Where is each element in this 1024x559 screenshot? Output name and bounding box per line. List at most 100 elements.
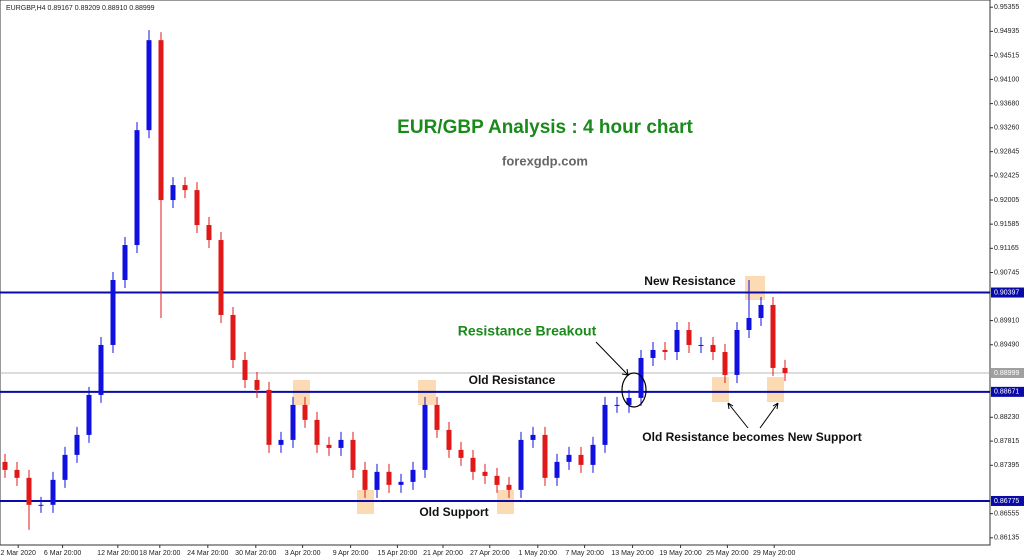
candle-body <box>242 359 248 380</box>
candle-body <box>638 357 644 398</box>
candle-body <box>74 434 80 455</box>
candle-body <box>494 475 500 485</box>
y-tick-label: 0.91585 <box>994 221 1019 228</box>
y-tick-label: 0.89490 <box>994 342 1019 349</box>
candle-body <box>254 379 260 390</box>
arrow <box>759 402 779 429</box>
x-tick-label: 30 Mar 20:00 <box>235 550 276 557</box>
y-tick-label: 0.92845 <box>994 148 1019 155</box>
y-tick-label: 0.89910 <box>994 317 1019 324</box>
candle-body <box>686 329 692 345</box>
candle-body <box>662 349 668 352</box>
candle-body <box>98 344 104 395</box>
y-tick-label: 0.94935 <box>994 28 1019 35</box>
level-label-box <box>991 287 1024 298</box>
x-tick-label: 24 Mar 20:00 <box>187 550 228 557</box>
x-tick-label: 29 May 20:00 <box>753 550 796 557</box>
candle-body <box>170 185 176 201</box>
candle-body <box>350 439 356 470</box>
candle-body <box>218 240 224 315</box>
candle-body <box>782 367 788 373</box>
candle-body <box>146 40 152 131</box>
x-tick-label: 6 Mar 20:00 <box>44 550 81 557</box>
x-tick-label: 25 May 20:00 <box>706 550 749 557</box>
x-tick-label: 19 May 20:00 <box>659 550 702 557</box>
candle-body <box>602 404 608 445</box>
candle-body <box>458 449 464 458</box>
highlight-box <box>357 490 374 514</box>
level-label: 0.88671 <box>994 389 1019 396</box>
x-tick-label: 15 Apr 20:00 <box>378 550 418 557</box>
chart-title: EUR/GBP Analysis : 4 hour chart <box>397 117 693 138</box>
x-tick-label: 18 Mar 20:00 <box>139 550 180 557</box>
candle-body <box>578 454 584 465</box>
candle-body <box>50 479 56 505</box>
y-tick-label: 0.86555 <box>994 510 1019 517</box>
annotation: Old Support <box>419 505 488 519</box>
candle-body <box>362 469 368 490</box>
x-tick-label: 1 May 20:00 <box>519 550 558 557</box>
level-label: 0.90397 <box>994 289 1019 296</box>
candle-body <box>446 429 452 450</box>
candle-body <box>122 245 128 280</box>
candle-body <box>650 349 656 358</box>
candle-body <box>290 404 296 440</box>
y-tick-label: 0.87815 <box>994 438 1019 445</box>
candle-body <box>542 434 548 478</box>
candle-body <box>422 404 428 470</box>
candle-body <box>614 404 620 406</box>
arrow <box>727 402 749 429</box>
y-tick-label: 0.92425 <box>994 173 1019 180</box>
candle-body <box>386 471 392 485</box>
breakout-circle <box>621 372 647 408</box>
candle-body <box>482 471 488 476</box>
candle-body <box>206 225 212 241</box>
x-tick-label: 12 Mar 20:00 <box>97 550 138 557</box>
candle-body <box>326 444 332 448</box>
x-tick-label: 13 May 20:00 <box>611 550 654 557</box>
arrow <box>595 341 629 376</box>
candle-body <box>62 454 68 480</box>
candle-body <box>38 504 44 506</box>
candle-body <box>302 404 308 420</box>
plot-frame <box>0 0 991 546</box>
candle-body <box>566 454 572 462</box>
candle-body <box>182 185 188 191</box>
highlight-box <box>767 377 784 402</box>
highlight-box <box>497 490 514 514</box>
annotation: Resistance Breakout <box>458 323 597 339</box>
candle-body <box>278 439 284 445</box>
level-label: 0.88999 <box>994 370 1019 377</box>
candle-body <box>110 279 116 345</box>
candle-body <box>14 469 20 478</box>
annotation: Old Resistance becomes New Support <box>642 430 861 444</box>
y-tick-label: 0.94515 <box>994 52 1019 59</box>
candle-body <box>710 344 716 352</box>
candle-body <box>506 484 512 490</box>
candle-body <box>554 461 560 478</box>
candle-body <box>698 344 704 346</box>
level-label-box <box>991 386 1024 397</box>
candle-body <box>770 304 776 368</box>
y-tick-label: 0.95355 <box>994 4 1019 11</box>
candle-body <box>590 444 596 465</box>
candle-body <box>626 397 632 405</box>
annotation: Old Resistance <box>469 373 556 387</box>
highlight-box <box>712 377 729 402</box>
candle-body <box>338 439 344 448</box>
annotation: New Resistance <box>644 274 736 288</box>
candle-body <box>434 404 440 430</box>
candle-body <box>26 477 32 505</box>
x-tick-label: 2 Mar 2020 <box>0 550 36 557</box>
y-tick-label: 0.93260 <box>994 125 1019 132</box>
candle-body <box>746 317 752 330</box>
candle-body <box>470 457 476 472</box>
candle-body <box>158 40 164 201</box>
candle-body <box>266 389 272 445</box>
y-tick-label: 0.86135 <box>994 535 1019 542</box>
y-tick-label: 0.94100 <box>994 76 1019 83</box>
candle-body <box>530 434 536 440</box>
level-label-box <box>991 495 1024 506</box>
candle-body <box>374 471 380 490</box>
